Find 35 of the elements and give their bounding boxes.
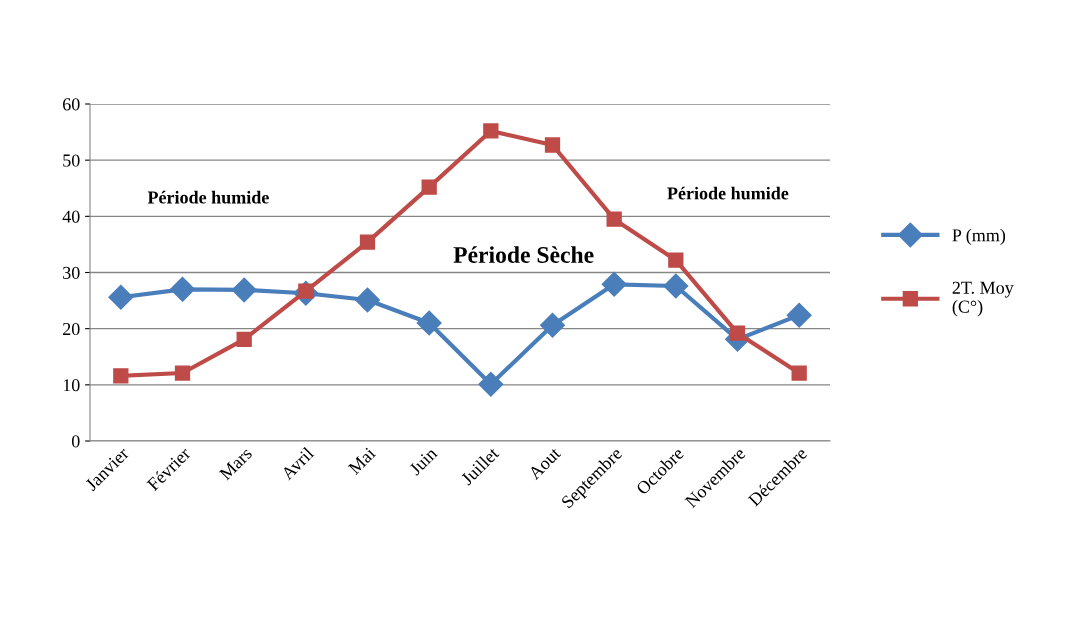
point	[791, 365, 807, 381]
point	[236, 331, 252, 347]
point	[729, 325, 746, 341]
y-tick-label: 10	[63, 379, 80, 392]
y-tick-label: 60	[63, 98, 80, 111]
point	[786, 302, 812, 328]
point	[540, 312, 565, 338]
point	[174, 365, 191, 381]
point	[663, 273, 689, 299]
point	[544, 137, 561, 153]
x-tick-label: Juin	[408, 446, 438, 476]
point	[416, 310, 442, 336]
point	[601, 271, 627, 297]
point	[355, 287, 380, 313]
y-tick-label: 20	[63, 322, 80, 336]
point	[359, 234, 376, 250]
legend-label: P (mm)	[952, 228, 1006, 246]
annotation: Période humide	[667, 186, 789, 200]
point	[108, 284, 134, 310]
point	[231, 277, 257, 303]
point	[668, 252, 684, 268]
annotation: Période humide	[147, 190, 269, 204]
point	[483, 123, 499, 139]
y-tick-label: 50	[63, 154, 80, 167]
x-tick-label: Mai	[347, 446, 377, 476]
point	[421, 179, 437, 195]
point	[606, 211, 622, 227]
y-tick-label: 0	[71, 435, 80, 448]
point	[170, 276, 195, 302]
annotation: Période Sèche	[453, 246, 594, 263]
legend-label: 2T. Moy (C°)	[952, 281, 1014, 317]
point	[113, 368, 129, 384]
point	[478, 371, 504, 397]
y-tick-label: 30	[63, 266, 80, 279]
y-tick-label: 40	[62, 210, 80, 223]
